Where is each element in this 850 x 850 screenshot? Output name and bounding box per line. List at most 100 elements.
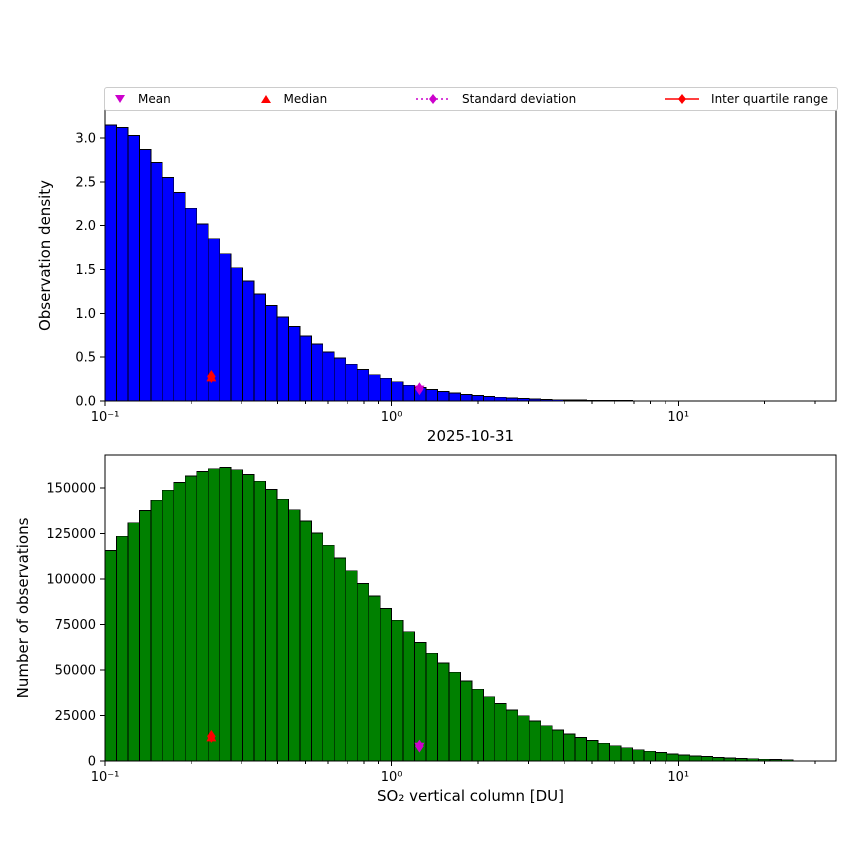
histogram-bar [116, 127, 129, 402]
median-marker-icon [260, 95, 271, 103]
histogram-bar [460, 394, 473, 402]
histogram-bar [402, 384, 415, 402]
histogram-bar [448, 671, 461, 762]
histogram-bar [345, 363, 358, 402]
chart-1: 10⁻¹ 10⁰ 10¹ 0 25000 50000 75000 100000 125000 15… [14, 454, 837, 805]
legend-label-standard-deviation: Standard deviation [462, 92, 577, 106]
legend-label-median: Median [283, 92, 328, 106]
histogram-bar [471, 395, 484, 402]
histogram-bar [425, 652, 438, 762]
histogram-bar [528, 720, 542, 762]
legend-item-standard-deviation: Standard deviation [416, 92, 576, 106]
histogram-bar [345, 570, 358, 762]
x-axis-label: SO₂ vertical column [DU] [377, 787, 564, 805]
histogram-bar [104, 550, 117, 762]
histogram-bar [586, 740, 599, 762]
histogram-bar [265, 305, 278, 402]
y-tick-label: 50000 [55, 663, 96, 678]
histogram-bar [333, 357, 347, 402]
x-tick-label: 10¹ [667, 770, 689, 785]
y-tick-label: 150000 [46, 481, 96, 496]
y-axis-label: Observation density [36, 180, 54, 331]
histogram-bar [356, 583, 370, 762]
y-tick-label: 25000 [55, 709, 96, 724]
histogram-bar [517, 715, 530, 762]
y-tick-label: 0.0 [75, 395, 96, 410]
legend-item-inter-quartile-range: Inter quartile range [665, 92, 828, 106]
y-tick-label: 0 [88, 755, 96, 770]
histogram-bar [471, 688, 484, 762]
histogram-bar [574, 737, 587, 762]
y-tick-label: 0.5 [75, 351, 96, 366]
histogram-bar [150, 499, 163, 762]
histogram-bar [379, 607, 393, 762]
histogram-bar [310, 532, 324, 762]
histogram-bar [150, 162, 163, 402]
histogram-bar [425, 389, 438, 402]
histogram-bar [437, 662, 450, 762]
std-marker [415, 382, 424, 396]
histogram-bar [276, 316, 289, 402]
histogram-bar [643, 750, 656, 762]
histogram-bar [333, 557, 347, 762]
histogram-bar [391, 619, 404, 762]
histogram-bar [173, 482, 186, 762]
histogram-bar [609, 745, 622, 762]
y-tick-label: 1.0 [75, 307, 96, 322]
histogram-bar [207, 468, 221, 762]
x-tick-label: 10⁻¹ [91, 770, 120, 785]
iqr-marker [207, 729, 216, 743]
histogram-bar [161, 489, 175, 762]
y-tick-label: 2.0 [75, 219, 96, 234]
histogram-bar [253, 293, 266, 402]
histogram-bar [505, 709, 519, 762]
axis-ticks [100, 487, 816, 766]
x-tick-label: 10⁻¹ [91, 410, 120, 425]
histogram-bar [551, 729, 565, 762]
y-tick-label: 100000 [46, 572, 96, 587]
histogram-bar [597, 742, 610, 762]
legend-label-mean: Mean [138, 92, 171, 106]
legend-item-mean: Mean [114, 92, 171, 106]
histogram-bar [242, 474, 255, 762]
histogram-bar [368, 595, 381, 762]
histogram-bar [184, 207, 198, 402]
legend-item-median: Median [260, 92, 328, 106]
histogram-bar [482, 696, 496, 762]
inter-quartile-range-marker-icon [665, 94, 700, 104]
histogram-bar [689, 755, 702, 762]
histogram-bar [620, 747, 633, 762]
chart-0: 10⁻¹ 10⁰ 10¹ 0.0 0.5 1.0 1.5 2.0 2.5 3.0 2025-10-3… [36, 109, 837, 445]
histogram-bar [322, 544, 335, 762]
histogram-bar [288, 326, 301, 402]
histogram-bar [196, 223, 209, 402]
histogram-bar [265, 489, 278, 762]
histogram-bar [712, 756, 725, 762]
y-axis-label: Number of observations [14, 517, 32, 698]
histogram-bars [104, 466, 794, 762]
histogram-bar [184, 475, 198, 762]
histogram-bar [138, 510, 152, 762]
legend: Mean Median Standard deviation Inter qua… [104, 87, 838, 111]
histogram-bar [494, 703, 507, 762]
histogram-bar [230, 267, 243, 402]
histogram-bar [219, 253, 232, 402]
histogram-bar [219, 466, 232, 762]
iqr-marker [207, 369, 216, 383]
histogram-bar [253, 480, 266, 762]
histogram-bar [127, 135, 140, 402]
x-tick-label: 10⁰ [381, 410, 403, 425]
histogram-bar [299, 520, 312, 762]
histogram-bar [632, 749, 645, 762]
histogram-bar [104, 124, 117, 402]
y-tick-label: 2.5 [75, 175, 96, 190]
std-marker [415, 739, 424, 753]
histogram-bar [310, 343, 324, 402]
histogram-bars [104, 124, 725, 402]
histogram-bar [437, 390, 450, 402]
y-tick-label: 3.0 [75, 132, 96, 147]
histogram-bar [563, 733, 576, 762]
x-tick-label: 10¹ [667, 410, 689, 425]
histogram-bar [322, 351, 335, 402]
